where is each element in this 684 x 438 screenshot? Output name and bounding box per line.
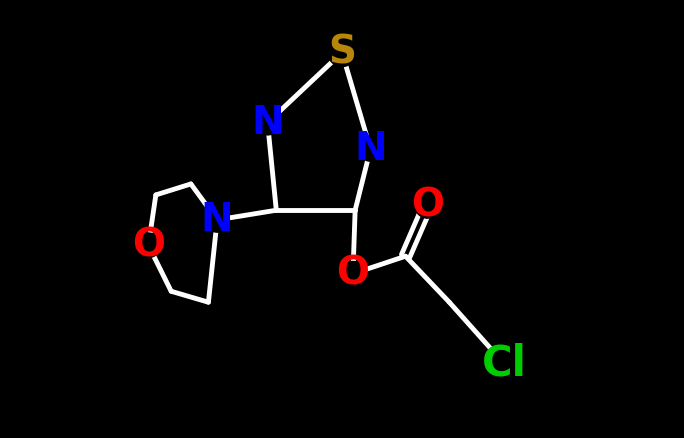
Text: N: N xyxy=(201,201,233,239)
Text: S: S xyxy=(328,34,356,71)
Circle shape xyxy=(358,137,383,161)
Text: O: O xyxy=(337,255,369,293)
Text: O: O xyxy=(411,187,444,225)
Circle shape xyxy=(415,194,440,218)
Circle shape xyxy=(486,345,523,382)
Text: O: O xyxy=(132,226,165,264)
Text: N: N xyxy=(354,130,386,168)
Circle shape xyxy=(341,261,365,286)
Text: N: N xyxy=(251,104,284,141)
Circle shape xyxy=(255,110,280,135)
Circle shape xyxy=(136,233,161,258)
Circle shape xyxy=(328,39,356,67)
Circle shape xyxy=(205,208,229,232)
Text: Cl: Cl xyxy=(482,343,527,385)
